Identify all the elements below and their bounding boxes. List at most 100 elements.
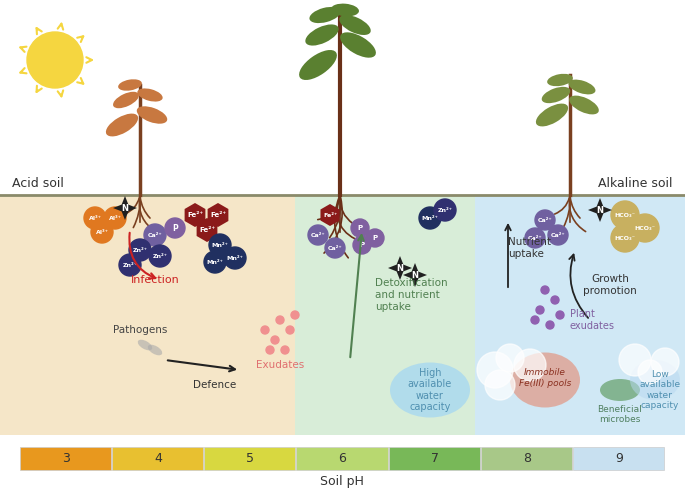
Circle shape	[556, 311, 564, 319]
Text: P: P	[360, 242, 364, 248]
Text: Ca²⁺: Ca²⁺	[148, 233, 162, 238]
Text: Growth
promotion: Growth promotion	[583, 274, 637, 296]
FancyBboxPatch shape	[573, 447, 664, 470]
Circle shape	[548, 225, 568, 245]
Ellipse shape	[310, 7, 340, 23]
Circle shape	[129, 239, 151, 261]
Ellipse shape	[547, 74, 573, 86]
Ellipse shape	[600, 379, 640, 401]
Circle shape	[308, 225, 328, 245]
Text: Zn²⁺: Zn²⁺	[153, 253, 168, 258]
Text: Soil pH: Soil pH	[320, 475, 364, 488]
Text: Zn²⁺: Zn²⁺	[123, 262, 138, 267]
Text: Fe²⁺: Fe²⁺	[323, 213, 337, 218]
Text: Al³⁺: Al³⁺	[95, 230, 108, 235]
Ellipse shape	[138, 88, 162, 101]
Ellipse shape	[331, 3, 359, 16]
Polygon shape	[185, 203, 206, 227]
Circle shape	[27, 32, 83, 88]
Circle shape	[149, 245, 171, 267]
Circle shape	[651, 348, 679, 376]
Ellipse shape	[339, 15, 371, 35]
Text: Ca²⁺: Ca²⁺	[538, 218, 552, 223]
Text: Immobile
Fe(III) pools: Immobile Fe(III) pools	[519, 368, 571, 388]
Circle shape	[611, 224, 639, 252]
FancyBboxPatch shape	[204, 447, 295, 470]
Ellipse shape	[390, 362, 470, 417]
Text: N: N	[597, 205, 603, 215]
Text: Plant
exudates: Plant exudates	[570, 309, 615, 331]
Circle shape	[351, 219, 369, 237]
Circle shape	[546, 321, 554, 329]
FancyBboxPatch shape	[297, 447, 388, 470]
Text: N: N	[412, 270, 419, 279]
Text: Ca²⁺: Ca²⁺	[311, 233, 325, 238]
Text: HCO₃⁻: HCO₃⁻	[614, 236, 636, 241]
Text: Zn²⁺: Zn²⁺	[438, 208, 453, 213]
Text: Mn²⁺: Mn²⁺	[212, 243, 228, 248]
FancyBboxPatch shape	[475, 195, 685, 435]
Circle shape	[84, 207, 106, 229]
Text: Detoxification
and nutrient
uptake: Detoxification and nutrient uptake	[375, 278, 447, 312]
Ellipse shape	[113, 92, 139, 108]
Circle shape	[525, 228, 545, 248]
Circle shape	[144, 224, 166, 246]
Text: Alkaline soil: Alkaline soil	[599, 177, 673, 190]
Text: Ca²⁺: Ca²⁺	[327, 246, 342, 250]
Circle shape	[204, 251, 226, 273]
Text: Zn²⁺: Zn²⁺	[132, 248, 147, 252]
Text: Fe²⁺: Fe²⁺	[199, 227, 215, 233]
Ellipse shape	[340, 32, 376, 58]
Polygon shape	[197, 218, 217, 242]
Text: Pathogens: Pathogens	[113, 325, 167, 335]
Text: Nutrient
uptake: Nutrient uptake	[508, 237, 551, 259]
Text: Al³⁺: Al³⁺	[108, 216, 121, 221]
Ellipse shape	[510, 352, 580, 408]
Circle shape	[271, 336, 279, 344]
Text: P: P	[373, 235, 377, 241]
Circle shape	[611, 201, 639, 229]
Text: Mn²⁺: Mn²⁺	[227, 255, 243, 260]
Circle shape	[104, 207, 126, 229]
Circle shape	[434, 199, 456, 221]
Text: 4: 4	[154, 452, 162, 465]
Ellipse shape	[138, 340, 152, 350]
Text: Beneficial
microbes: Beneficial microbes	[597, 405, 643, 424]
Circle shape	[531, 316, 539, 324]
FancyBboxPatch shape	[388, 447, 480, 470]
Text: High
available
water
capacity: High available water capacity	[408, 368, 452, 413]
FancyBboxPatch shape	[295, 195, 475, 435]
Circle shape	[353, 236, 371, 254]
Circle shape	[291, 311, 299, 319]
Text: Ca²⁺: Ca²⁺	[527, 236, 543, 241]
Text: Fe²⁺: Fe²⁺	[210, 212, 226, 218]
Text: 8: 8	[523, 452, 531, 465]
Circle shape	[286, 326, 294, 334]
Text: 9: 9	[615, 452, 623, 465]
Circle shape	[485, 370, 515, 400]
Polygon shape	[588, 198, 612, 222]
Circle shape	[619, 344, 651, 376]
Circle shape	[366, 229, 384, 247]
Circle shape	[638, 360, 662, 384]
Ellipse shape	[106, 114, 138, 136]
Ellipse shape	[630, 360, 680, 400]
Text: Ca²⁺: Ca²⁺	[551, 233, 565, 238]
Text: N: N	[397, 263, 403, 272]
Ellipse shape	[137, 106, 167, 124]
Circle shape	[536, 306, 544, 314]
Circle shape	[281, 346, 289, 354]
Text: 5: 5	[247, 452, 254, 465]
Text: P: P	[172, 224, 178, 233]
Circle shape	[419, 207, 441, 229]
Ellipse shape	[569, 95, 599, 114]
Ellipse shape	[536, 103, 568, 126]
Circle shape	[631, 214, 659, 242]
Text: Mn²⁺: Mn²⁺	[421, 216, 438, 221]
Circle shape	[496, 344, 524, 372]
Circle shape	[551, 296, 559, 304]
Circle shape	[91, 221, 113, 243]
Circle shape	[541, 286, 549, 294]
Text: 6: 6	[338, 452, 347, 465]
Polygon shape	[321, 204, 340, 226]
